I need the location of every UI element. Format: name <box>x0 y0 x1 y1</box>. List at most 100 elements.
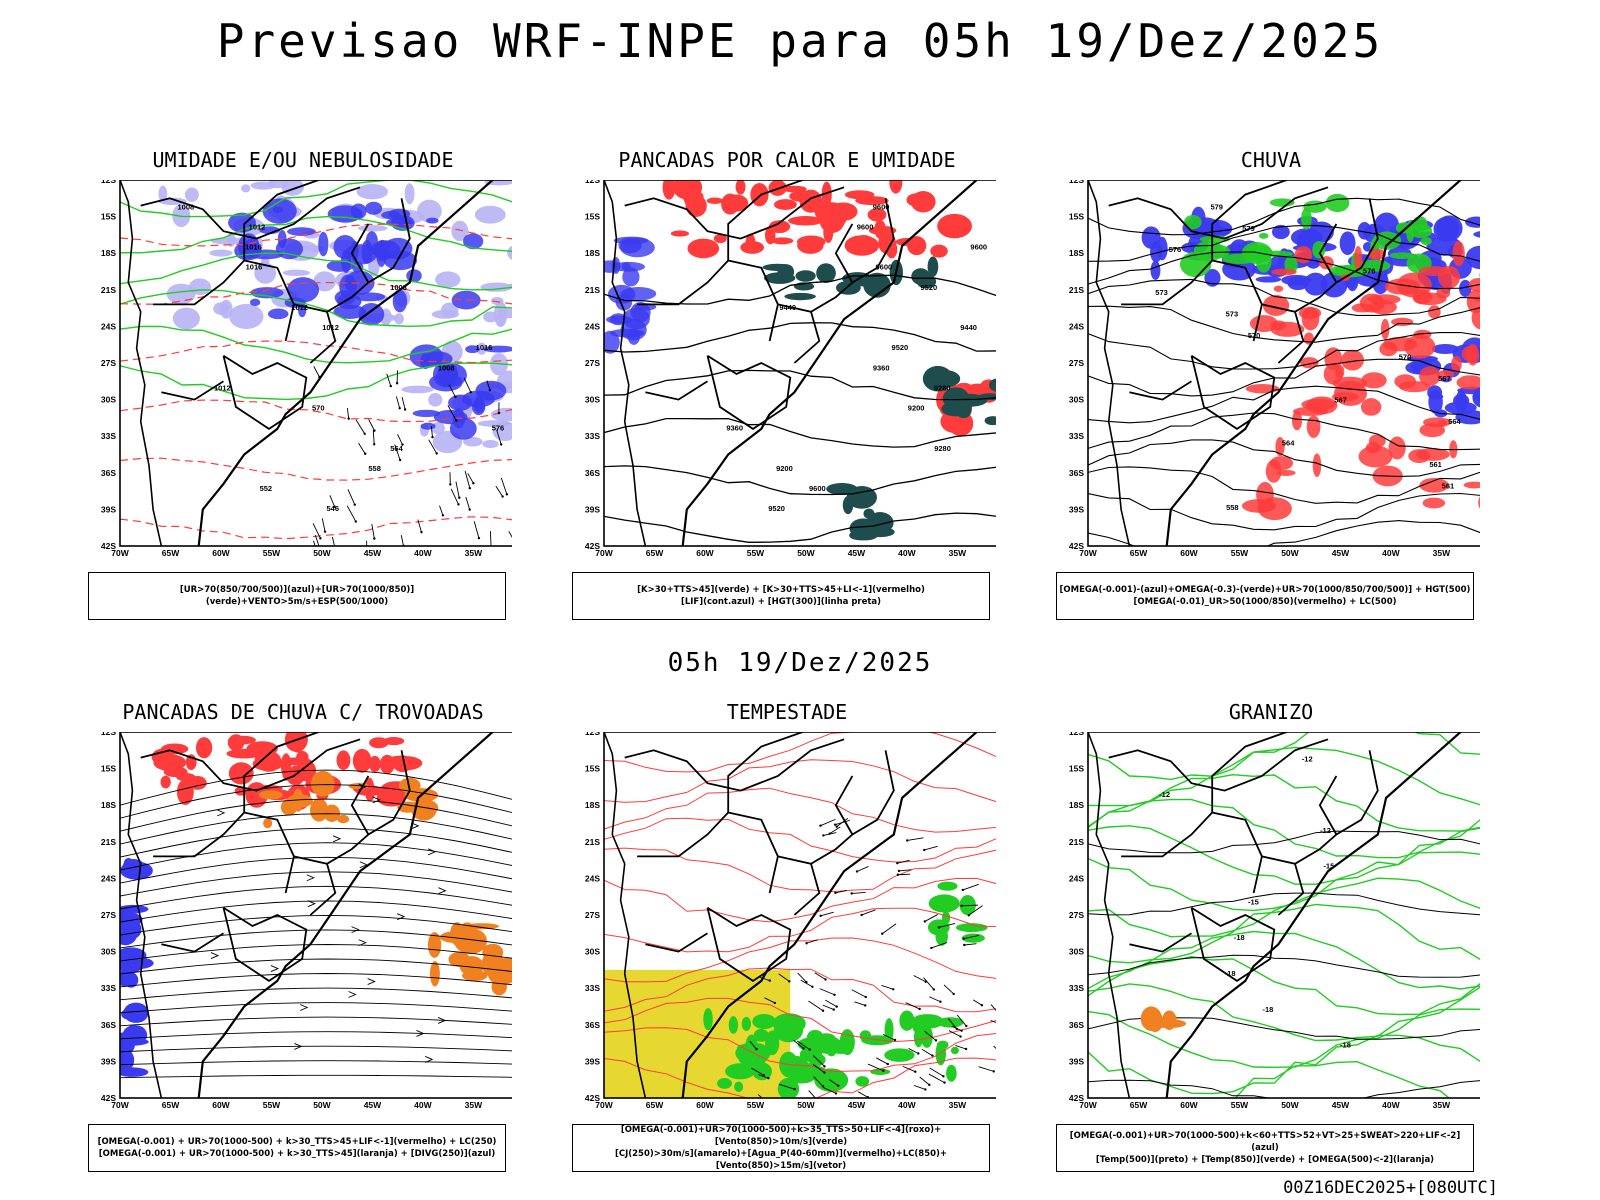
field-blob <box>508 283 512 288</box>
wind-vector <box>808 1090 816 1098</box>
field-blob <box>1258 232 1269 239</box>
map-background <box>1088 732 1480 1098</box>
field-blob <box>379 754 395 774</box>
map-frame <box>119 180 512 547</box>
field-blob <box>1437 265 1461 289</box>
field-blob <box>724 194 749 212</box>
lat-tick-label: 24S <box>1069 321 1084 331</box>
lon-tick-label: 50W <box>797 548 815 558</box>
panel-trovoadas: PANCADAS DE CHUVA C/ TROVOADAS 12S 15S 18S… <box>88 700 518 1180</box>
coastline-west <box>1088 732 1131 1098</box>
field-blob <box>272 206 283 213</box>
wind-vector-head <box>819 824 822 827</box>
lat-tick-label: 33S <box>585 983 600 993</box>
contour-label: -12 <box>1302 754 1313 763</box>
wind-vector <box>913 1084 926 1090</box>
field-blob <box>620 237 655 258</box>
field-blob <box>1358 445 1393 468</box>
field-blob <box>745 233 756 252</box>
field-blob <box>788 215 823 226</box>
field-blob <box>1413 329 1432 340</box>
map-layers: -12 -12 -12 -15 -15 -18 -18 -18 -18 <box>1088 732 1480 1098</box>
panel-title: TEMPESTADE <box>726 700 848 724</box>
panel-chuva: CHUVA 579 579 576 576 573 573 570 570 567 567 564 5… <box>1056 148 1486 628</box>
field-blob <box>620 287 657 301</box>
field-blob <box>946 1064 957 1082</box>
lat-tick-label: 21S <box>585 837 600 847</box>
wind-vector-head <box>850 892 853 895</box>
wind-vector-head <box>505 493 509 496</box>
contour-label: 576 <box>1363 267 1376 276</box>
field-blob <box>1360 398 1382 416</box>
lat-tick-label: 33S <box>101 431 116 441</box>
field-blob <box>728 1016 739 1034</box>
wind-vector <box>764 997 776 1004</box>
streamline-arrow <box>348 991 357 998</box>
field-blob <box>1404 334 1436 359</box>
field-blob <box>937 213 972 239</box>
field-blob <box>1357 221 1372 240</box>
field-blob <box>1451 355 1462 373</box>
field-blob <box>1379 341 1398 357</box>
lat-tick-label: 39S <box>1069 1056 1084 1066</box>
field-blob <box>1241 499 1277 513</box>
field-blob <box>482 439 499 449</box>
country-border <box>309 311 337 364</box>
contour-line <box>1088 983 1480 1042</box>
wind-vector-head <box>488 388 492 392</box>
wind-vector-head <box>893 1038 897 1042</box>
lon-tick-label: 55W <box>263 1100 281 1110</box>
wind-vector <box>924 845 938 851</box>
field-blob <box>844 235 880 256</box>
contour-line <box>120 362 512 401</box>
field-blob <box>1312 453 1322 478</box>
wind-vector <box>808 1000 824 1012</box>
wind-vector <box>800 979 813 988</box>
wind-vector <box>943 984 955 995</box>
field-blob <box>1429 393 1444 400</box>
field-blob <box>771 237 794 245</box>
wind-vector-head <box>497 411 501 415</box>
wind-vector-head <box>333 505 336 508</box>
field-blob <box>1351 303 1374 313</box>
lon-tick-label: 65W <box>646 548 664 558</box>
country-border <box>243 732 319 813</box>
map-frame <box>1087 180 1480 547</box>
contour-label: 570 <box>312 404 325 413</box>
lon-tick-label: 45W <box>364 548 382 558</box>
contour-label: 567 <box>1438 374 1451 383</box>
wind-vector-head <box>961 888 965 892</box>
field-blob <box>1265 459 1282 483</box>
lat-tick-label: 27S <box>1069 358 1084 368</box>
field-blob <box>1459 279 1472 298</box>
wind-vector-head <box>823 1071 826 1074</box>
field-blob <box>950 1046 959 1055</box>
wind-vector <box>371 524 375 539</box>
field-blob <box>930 244 948 258</box>
streamline <box>120 944 512 962</box>
field-blob <box>352 748 372 773</box>
lat-tick-label: 15S <box>101 212 116 222</box>
wind-vector <box>813 1076 824 1087</box>
wind-vector-head <box>896 873 900 876</box>
lat-tick-label: 39S <box>1069 504 1084 514</box>
country-border <box>793 311 821 364</box>
field-blob <box>1273 285 1284 292</box>
contour-label: -15 <box>1323 862 1334 871</box>
lon-tick-label: 60W <box>212 548 230 558</box>
contour-label: -12 <box>1159 790 1170 799</box>
contour-label: 564 <box>1282 438 1295 447</box>
wind-vector <box>428 439 438 454</box>
field-blob <box>868 225 897 236</box>
lon-tick-label: 60W <box>1180 1100 1198 1110</box>
field-blob <box>913 1027 924 1048</box>
contour-line <box>1088 732 1480 781</box>
wind-vector-head <box>458 496 461 499</box>
field-blob <box>1141 226 1161 249</box>
field-blob <box>795 270 816 282</box>
field-blob <box>166 283 196 305</box>
wind-vector-head <box>822 834 825 837</box>
lat-tick-label: 36S <box>101 1020 116 1030</box>
field-blob <box>420 422 436 430</box>
panel-title: GRANIZO <box>1228 700 1314 724</box>
